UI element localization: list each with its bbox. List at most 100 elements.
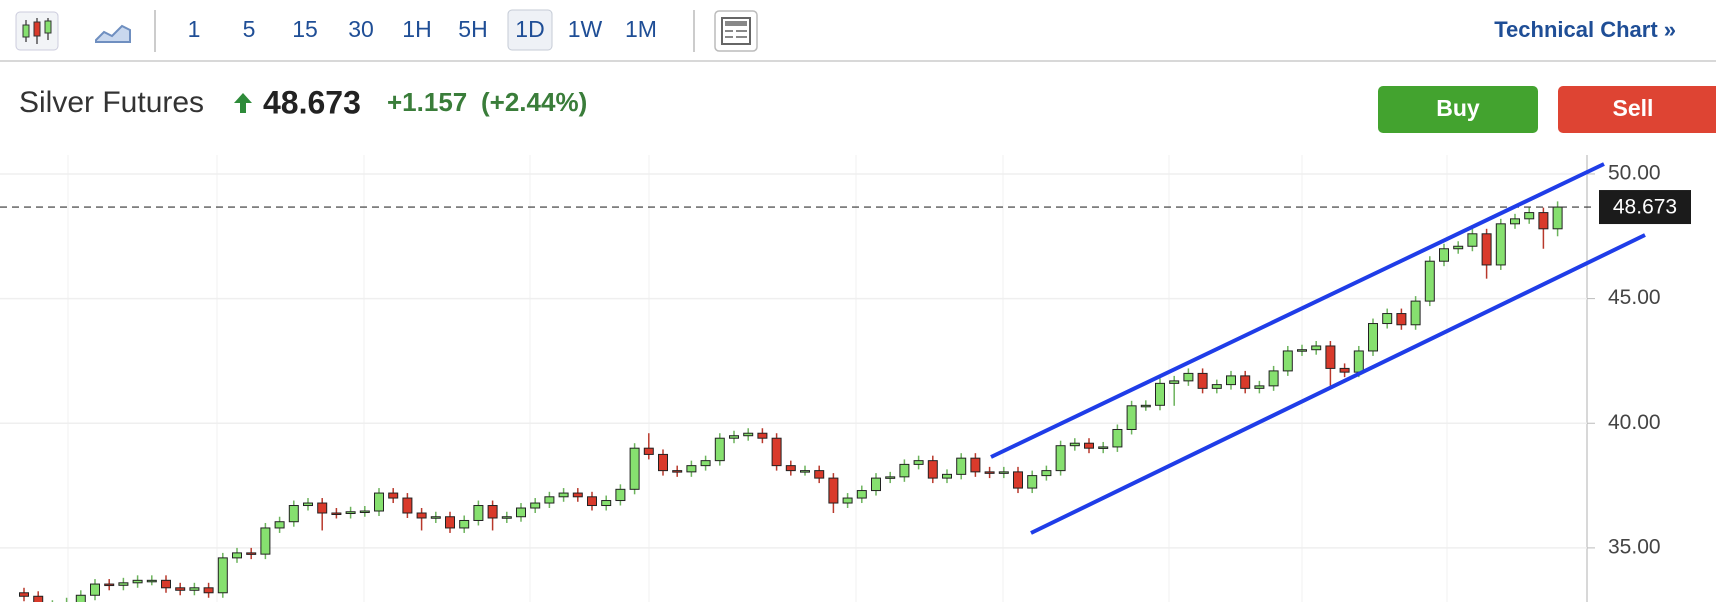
candle-body [203, 587, 214, 594]
button-label: Buy [1436, 95, 1480, 121]
candle-body [899, 463, 910, 478]
candle-body [1027, 475, 1038, 489]
candle-body [260, 527, 271, 555]
candle-body [161, 579, 171, 589]
candle-body [331, 512, 342, 516]
candle-body [1467, 233, 1478, 247]
interval-button[interactable]: 1M [625, 16, 657, 42]
candle-body [1183, 372, 1194, 382]
candle-body [643, 447, 654, 455]
candle-body [757, 432, 768, 439]
candle-body [1481, 233, 1492, 266]
candle-body [1112, 428, 1123, 448]
candle-body [885, 476, 896, 479]
candle-body [1098, 446, 1109, 449]
interval-button[interactable]: 1D [515, 16, 544, 42]
candle-body [927, 460, 938, 479]
candle-body [1382, 313, 1393, 325]
candle-body [146, 579, 157, 583]
icon-stroke [721, 17, 751, 45]
interval-button[interactable]: 1H [402, 16, 431, 42]
interval-button[interactable]: 1 [188, 16, 201, 42]
candle-body [1510, 218, 1520, 225]
candle-body [544, 496, 555, 504]
candle-body [1368, 323, 1378, 352]
candle-body [658, 453, 668, 472]
candle-body [288, 505, 299, 523]
candle-body [1524, 212, 1535, 220]
button-bg [1558, 86, 1716, 133]
selected-interval-bg [507, 9, 553, 51]
y-tick-label: 40.00 [1608, 411, 1661, 434]
icon-stroke [44, 20, 52, 34]
candle-body [1552, 206, 1563, 230]
candle-body [104, 583, 115, 587]
candle-body [1169, 380, 1180, 384]
candle-body [1339, 367, 1350, 373]
candle-body [388, 492, 399, 499]
candle-body [1453, 245, 1464, 250]
news-icon[interactable] [714, 10, 758, 52]
y-tick-label: 50.00 [1608, 162, 1661, 185]
technical-chart-link[interactable]: Technical Chart » [1494, 17, 1676, 42]
interval-button[interactable]: 5 [243, 16, 256, 42]
candle-body [359, 510, 370, 514]
candle-body [601, 500, 612, 507]
candle-body [1069, 442, 1080, 447]
candle-body [871, 477, 881, 492]
candle-body [1254, 385, 1265, 389]
candle-body [189, 587, 200, 591]
up-arrow [234, 93, 252, 113]
candle-body [1282, 350, 1293, 372]
candle-body [942, 473, 952, 479]
interval-button[interactable]: 5H [458, 16, 487, 42]
area-icon[interactable] [95, 24, 131, 43]
icon-stroke [33, 21, 41, 37]
candle-body [828, 477, 839, 504]
candle-body [743, 432, 754, 437]
icon-stroke [725, 21, 747, 26]
candle-body [1084, 442, 1094, 449]
candle-body [1211, 384, 1222, 389]
candle-body [374, 492, 384, 512]
candle-body [686, 465, 697, 473]
candle-body [1041, 470, 1052, 477]
candle-body [132, 579, 143, 584]
change: +1.157 [387, 87, 467, 117]
candle-body [1424, 260, 1435, 302]
candle-body [1240, 375, 1251, 389]
candle-body [1311, 345, 1322, 351]
channel-line [1030, 233, 1646, 535]
candle-body [1055, 445, 1066, 472]
candle-body [416, 512, 427, 519]
candle-body [345, 511, 356, 514]
interval-button[interactable]: 30 [348, 16, 374, 42]
last-price-box [1599, 190, 1691, 225]
candle-body [217, 557, 228, 594]
candle-body [501, 516, 512, 519]
sell-button[interactable]: Sell [1558, 86, 1716, 133]
candle-body [1268, 370, 1279, 387]
button-label: Sell [1613, 95, 1654, 121]
candle-body [430, 516, 441, 519]
candle-icon[interactable] [15, 11, 59, 51]
candle-body [842, 497, 853, 504]
candle-body [672, 470, 683, 473]
candle-body [629, 447, 640, 490]
candle-body [1353, 350, 1364, 373]
candle-body [1538, 212, 1549, 230]
buy-button[interactable]: Buy [1378, 86, 1538, 133]
candle-body [33, 595, 44, 602]
interval-button[interactable]: 15 [292, 16, 318, 42]
candle-body [90, 583, 100, 596]
candle-body [175, 587, 186, 591]
candle-body [913, 460, 924, 465]
interval-button[interactable]: 1W [568, 16, 603, 42]
candle-body [445, 516, 455, 529]
candle-body [814, 470, 825, 479]
change-percent: (+2.44%) [481, 87, 587, 117]
candle-body [1226, 375, 1236, 386]
last-price-label: 48.673 [1613, 196, 1677, 219]
